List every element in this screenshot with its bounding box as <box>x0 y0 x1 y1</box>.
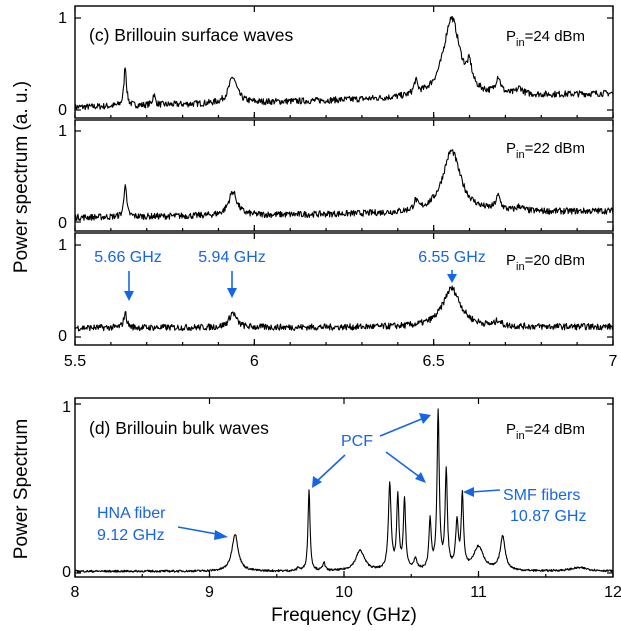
annotation-hna-freq: 9.12 GHz <box>97 527 165 544</box>
surface-trace-20dbm <box>74 285 614 332</box>
x-tick-label: 7 <box>609 353 618 370</box>
surface-panel-24-ytick-1: 1 <box>58 10 67 27</box>
arrowhead-pcf-center <box>419 413 431 424</box>
annotation-5-94-ghz: 5.94 GHz <box>198 249 266 266</box>
frequency-x-axis-label: Frequency (GHz) <box>271 605 417 626</box>
arrowhead-5-94-ghz <box>227 288 237 298</box>
surface-panel-24dbm: 1 0 (c) Brillouin surface waves Pin=24 d… <box>58 5 614 119</box>
x-tick-label: 5.5 <box>64 353 86 370</box>
x-tick-label: 11 <box>470 584 487 601</box>
surface-panel-20-ytick-0: 0 <box>58 328 67 345</box>
surface-y-axis-label: Power spectrum (a. u.) <box>11 81 32 273</box>
power-label-20-rest: =20 dBm <box>525 252 585 269</box>
surface-trace-22dbm <box>74 149 614 221</box>
x-tick-label: 6.5 <box>423 353 445 370</box>
power-label-22-main: P <box>506 140 516 157</box>
power-label-20-main: P <box>506 252 516 269</box>
x-tick-label: 8 <box>71 584 80 601</box>
x-tick-label: 6 <box>250 353 259 370</box>
bulk-y-axis-label: Power Spectrum <box>11 419 32 559</box>
arrowhead-smf-fibers <box>463 487 474 497</box>
power-label-bulk-sub: in <box>516 430 525 442</box>
bulk-panel: 1 0 (d) Brillouin bulk waves Pin=24 dBm … <box>62 397 614 581</box>
arrow-pcf-left <box>315 454 346 483</box>
power-label-bulk: Pin=24 dBm <box>506 421 585 442</box>
arrowhead-hna-fiber <box>214 530 228 540</box>
bulk-x-tick-labels: 8 9 10 11 12 <box>71 584 621 601</box>
bulk-ytick-1: 1 <box>62 399 71 416</box>
surface-x-tick-labels: 5.5 6 6.5 7 <box>64 353 618 370</box>
power-label-bulk-main: P <box>506 421 516 438</box>
arrowhead-pcf-left <box>312 476 322 488</box>
power-label-20dbm: Pin=20 dBm <box>506 252 585 273</box>
arrow-smf-fibers <box>470 489 501 493</box>
annotation-hna-fiber: HNA fiber <box>97 505 166 522</box>
arrowhead-pcf-right <box>415 472 426 483</box>
surface-panel-20-ticks <box>74 233 614 345</box>
arrow-pcf-right <box>385 451 422 479</box>
bulk-trace <box>74 408 614 573</box>
power-label-24-sub: in <box>516 37 525 49</box>
surface-panel-20dbm: 1 0 Pin=20 dBm 5.66 GHz 5.94 GHz 6.55 GH… <box>58 232 614 346</box>
bulk-waves-title: (d) Brillouin bulk waves <box>89 418 269 438</box>
surface-panel-22-frame <box>74 119 614 232</box>
surface-panel-22-ytick-1: 1 <box>58 123 67 140</box>
surface-panel-24-ytick-0: 0 <box>58 102 67 119</box>
power-label-bulk-rest: =24 dBm <box>525 421 585 438</box>
power-label-24-rest: =24 dBm <box>525 28 585 45</box>
annotation-smf-freq: 10.87 GHz <box>510 508 586 525</box>
surface-panel-24-frame <box>74 5 614 119</box>
power-label-20-sub: in <box>516 261 525 273</box>
arrow-pcf-center <box>379 417 425 437</box>
surface-trace-24dbm <box>74 15 614 111</box>
surface-panel-20-frame <box>74 232 614 346</box>
surface-panel-22-ytick-0: 0 <box>58 215 67 232</box>
surface-waves-title: (c) Brillouin surface waves <box>89 25 293 45</box>
surface-panel-24-ticks <box>74 6 614 118</box>
annotation-5-66-ghz: 5.66 GHz <box>94 249 162 266</box>
power-label-24-main: P <box>506 28 516 45</box>
surface-panel-22dbm: 1 0 Pin=22 dBm <box>58 119 614 232</box>
power-label-22-rest: =22 dBm <box>525 140 585 157</box>
x-tick-label: 10 <box>335 584 353 601</box>
arrowhead-6-55-ghz <box>447 274 457 283</box>
bulk-ytick-0: 0 <box>62 564 71 581</box>
x-tick-label: 9 <box>205 584 214 601</box>
power-label-22dbm: Pin=22 dBm <box>506 140 585 161</box>
annotation-6-55-ghz: 6.55 GHz <box>418 249 486 266</box>
surface-panel-22-ticks <box>74 120 614 231</box>
power-label-24dbm: Pin=24 dBm <box>506 28 585 49</box>
power-label-22-sub: in <box>516 149 525 161</box>
surface-panel-20-ytick-1: 1 <box>58 237 67 254</box>
bulk-panel-ticks <box>74 398 614 577</box>
annotation-pcf: PCF <box>341 433 373 450</box>
annotation-smf-fibers: SMF fibers <box>503 487 580 504</box>
arrowhead-5-66-ghz <box>124 291 134 301</box>
x-tick-label: 12 <box>604 584 621 601</box>
